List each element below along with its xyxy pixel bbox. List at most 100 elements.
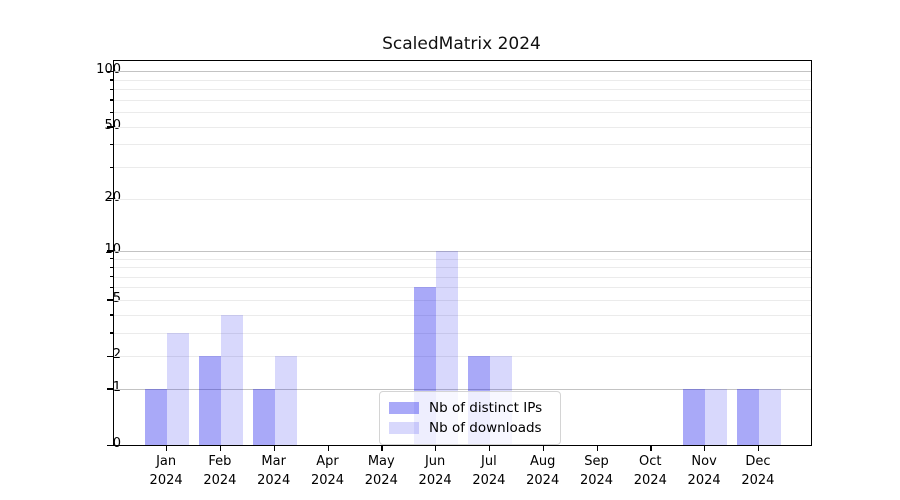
x-tick-label-sep: Sep 2024 (567, 452, 627, 490)
bar-downloads-nov (705, 388, 728, 445)
x-tick-year: 2024 (687, 473, 721, 488)
bar-distinct-ips-nov (683, 388, 706, 445)
y-tick-label: 1 (112, 379, 121, 395)
x-tick-label-nov: Nov 2024 (674, 452, 734, 490)
y-minor-tick-mark (110, 276, 113, 278)
minor-gridline (114, 267, 811, 269)
x-tick-label-dec: Dec 2024 (728, 452, 788, 490)
x-tick-month: Apr (316, 454, 339, 469)
y-tick-mark (107, 198, 113, 200)
y-tick-mark (107, 70, 113, 73)
x-tick-mark (219, 446, 222, 451)
gridline-50 (114, 126, 811, 128)
y-minor-tick-mark (110, 99, 113, 101)
plot-area: Nb of distinct IPs Nb of downloads (107, 60, 812, 446)
x-tick-year: 2024 (364, 473, 398, 488)
legend: Nb of distinct IPs Nb of downloads (379, 391, 561, 445)
y-minor-tick-mark (110, 332, 113, 334)
minor-gridline (114, 89, 811, 91)
bar-distinct-ips-feb (198, 356, 221, 445)
minor-gridline (114, 167, 811, 168)
y-minor-tick-mark (110, 258, 113, 260)
y-tick-mark (107, 444, 113, 446)
y-tick-label: 0 (112, 436, 121, 451)
y-minor-tick-mark (110, 88, 113, 91)
minor-gridline (114, 314, 811, 316)
legend-row-downloads: Nb of downloads (389, 418, 552, 438)
y-minor-tick-mark (110, 266, 113, 268)
x-tick-label-jul: Jul 2024 (459, 452, 519, 490)
gridline-1 (114, 388, 811, 390)
y-minor-tick-mark (110, 143, 113, 146)
x-tick-month: May (367, 454, 395, 469)
y-tick-mark (107, 355, 113, 357)
x-tick-month: Sep (584, 454, 609, 469)
x-tick-mark (704, 446, 706, 451)
gridline-100 (114, 71, 811, 73)
x-tick-month: Mar (261, 454, 286, 469)
minor-gridline (114, 258, 811, 260)
x-tick-label-aug: Aug 2024 (513, 452, 573, 490)
x-tick-month: Oct (639, 454, 662, 469)
x-tick-mark (542, 446, 544, 451)
x-tick-year: 2024 (741, 473, 775, 488)
minor-gridline (114, 99, 811, 101)
bar-distinct-ips-jan (145, 388, 168, 445)
x-tick-year: 2024 (257, 473, 291, 488)
x-tick-mark (650, 446, 652, 451)
legend-label-distinct-ips: Nb of distinct IPs (429, 400, 543, 416)
x-tick-mark (757, 446, 760, 451)
y-tick-label: 20 (104, 189, 121, 205)
y-minor-tick-mark (110, 111, 113, 113)
gridline-10 (114, 250, 811, 252)
legend-swatch-downloads (389, 422, 419, 434)
x-tick-year: 2024 (633, 473, 667, 488)
minor-gridline (114, 332, 811, 334)
y-tick-label: 2 (112, 347, 121, 363)
minor-gridline (114, 112, 811, 114)
x-tick-month: Jan (156, 454, 177, 469)
x-tick-month: Jun (424, 454, 446, 469)
gridline-20 (114, 198, 811, 200)
x-tick-mark (435, 446, 437, 451)
x-tick-mark (166, 446, 168, 451)
x-tick-month: Feb (208, 454, 232, 469)
bar-downloads-feb (220, 314, 243, 445)
gridline-2 (114, 356, 811, 358)
y-minor-tick-mark (110, 314, 113, 316)
x-tick-mark (327, 446, 329, 451)
minor-gridline (114, 287, 811, 289)
x-tick-label-jan: Jan 2024 (136, 452, 196, 490)
legend-label-downloads: Nb of downloads (429, 420, 542, 436)
gridline-5 (114, 299, 811, 301)
y-tick-mark (107, 126, 113, 128)
y-tick-label: 10 (104, 241, 121, 257)
bar-downloads-jan (167, 332, 190, 445)
legend-row-distinct-ips: Nb of distinct IPs (389, 398, 552, 418)
x-tick-year: 2024 (149, 473, 183, 488)
y-tick-mark (107, 388, 113, 390)
x-tick-month: Jul (481, 454, 497, 469)
bar-downloads-mar (274, 356, 297, 445)
x-tick-year: 2024 (472, 473, 506, 488)
x-tick-year: 2024 (203, 473, 237, 488)
y-tick-label: 5 (112, 290, 121, 306)
x-tick-year: 2024 (310, 473, 345, 488)
x-tick-label-apr: Apr 2024 (298, 452, 358, 490)
y-minor-tick-mark (110, 79, 113, 81)
x-tick-month: Nov (691, 454, 717, 469)
y-minor-tick-mark (110, 166, 113, 168)
x-tick-year: 2024 (526, 473, 560, 488)
bar-distinct-ips-dec (736, 388, 759, 445)
bar-downloads-dec (758, 388, 781, 445)
x-tick-mark (273, 446, 275, 451)
minor-gridline (114, 144, 811, 146)
y-tick-mark (107, 250, 113, 252)
minor-gridline (114, 79, 811, 81)
chart-title: ScaledMatrix 2024 (382, 34, 541, 54)
y-tick-label: 100 (96, 62, 121, 78)
x-tick-label-feb: Feb 2024 (190, 452, 250, 490)
x-tick-label-may: May 2024 (351, 452, 411, 490)
y-tick-mark (107, 299, 113, 301)
